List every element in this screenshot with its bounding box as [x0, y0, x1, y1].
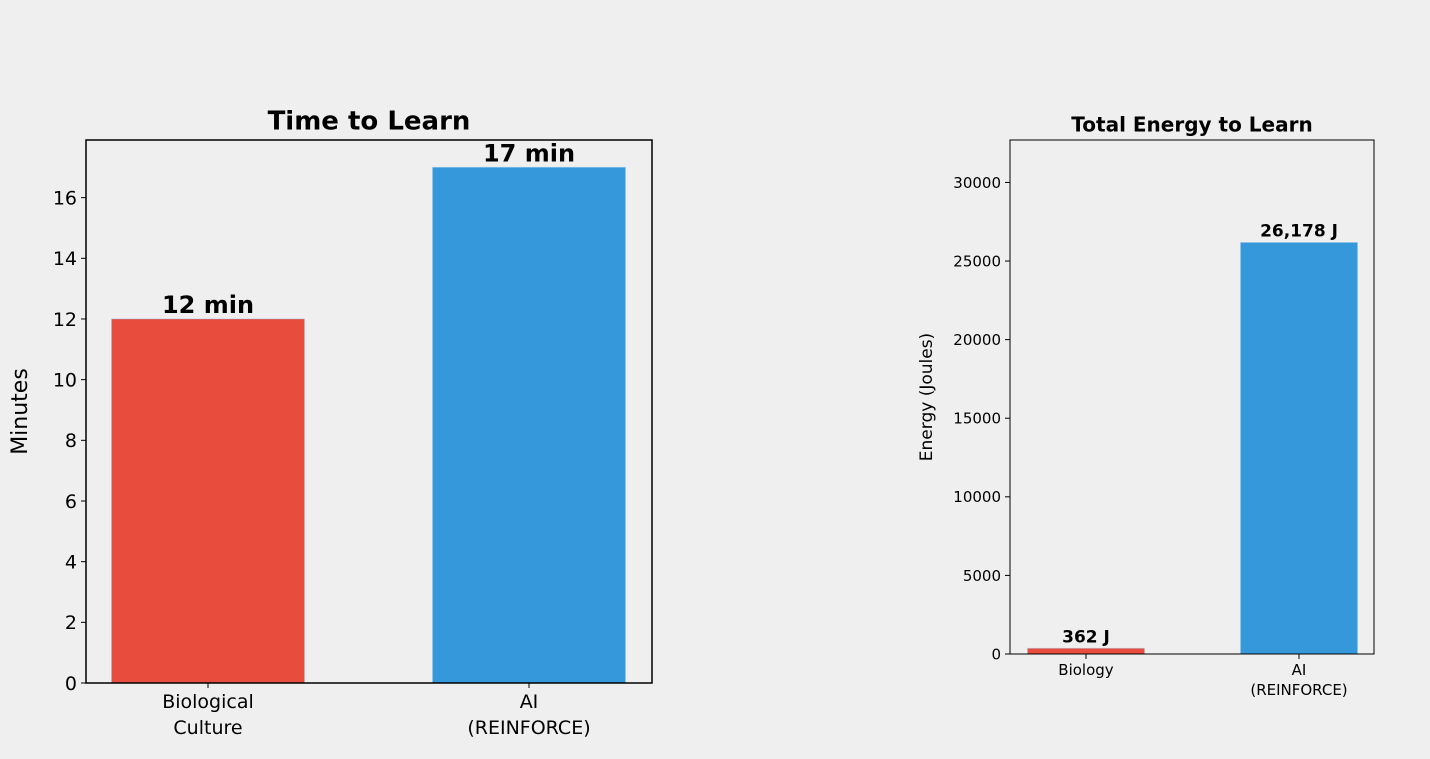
x-tick-label: Biology	[1058, 661, 1114, 679]
y-tick-label: 20000	[953, 331, 1001, 349]
text-line: Biological	[162, 691, 254, 713]
text-line: Culture	[173, 717, 242, 739]
y-tick-label: 5000	[963, 567, 1001, 585]
y-tick-label: 16	[53, 187, 77, 209]
x-tick-label: AI (REINFORCE)	[467, 691, 590, 739]
y-tick-label: 10	[53, 369, 77, 391]
y-tick-label: 25000	[953, 252, 1001, 270]
y-tick-label: 14	[53, 248, 77, 270]
value-label: 17 min	[483, 139, 575, 167]
text-line: (REINFORCE)	[467, 717, 590, 739]
y-tick-label: 10000	[953, 488, 1001, 506]
y-tick-label: 0	[991, 645, 1001, 663]
bar	[1027, 647, 1145, 655]
bar	[432, 166, 626, 684]
value-label: 26,178 J	[1260, 222, 1338, 242]
plot-frame	[85, 139, 653, 684]
text-line: AI	[520, 691, 539, 713]
y-tick-label: 12	[53, 309, 77, 331]
text-line: (REINFORCE)	[1250, 681, 1347, 699]
y-tick-label: 6	[65, 491, 77, 513]
value-label: 12 min	[162, 291, 254, 319]
y-axis-label: Minutes	[8, 368, 33, 455]
plot-frame	[1009, 139, 1375, 655]
x-tick-label: Biological Culture	[162, 691, 254, 739]
x-tick-label: AI (REINFORCE)	[1250, 661, 1347, 699]
y-axis-label: Energy (Joules)	[917, 333, 937, 461]
chart-title: Total Energy to Learn	[1071, 113, 1312, 137]
y-tick-label: 0	[65, 673, 77, 695]
bar	[111, 318, 305, 684]
y-tick-label: 4	[65, 551, 77, 573]
chart-title: Time to Learn	[268, 107, 471, 137]
bar	[1240, 242, 1358, 655]
text-line: AI	[1292, 661, 1307, 679]
y-tick-label: 2	[65, 612, 77, 634]
y-tick-label: 8	[65, 430, 77, 452]
value-label: 362 J	[1062, 627, 1110, 647]
y-tick-label: 30000	[953, 174, 1001, 192]
y-tick-label: 15000	[953, 410, 1001, 428]
